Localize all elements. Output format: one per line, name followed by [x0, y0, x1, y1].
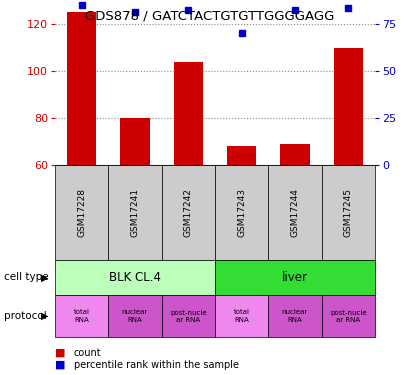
- Text: post-nucle
ar RNA: post-nucle ar RNA: [170, 309, 207, 322]
- Bar: [173, 62, 203, 165]
- Bar: [227, 146, 256, 165]
- Text: protocol: protocol: [4, 311, 47, 321]
- Text: GSM17228: GSM17228: [77, 188, 86, 237]
- Text: GSM17243: GSM17243: [237, 188, 246, 237]
- Text: ■: ■: [55, 348, 66, 358]
- Bar: [55, 165, 108, 260]
- Bar: [322, 295, 375, 337]
- Text: nuclear
RNA: nuclear RNA: [282, 309, 308, 322]
- Bar: [121, 118, 150, 165]
- Text: total
RNA: total RNA: [234, 309, 249, 322]
- Bar: [322, 165, 375, 260]
- Bar: [268, 295, 322, 337]
- Text: ▶: ▶: [41, 311, 48, 321]
- Bar: [55, 260, 215, 295]
- Text: GSM17242: GSM17242: [184, 188, 193, 237]
- Bar: [108, 165, 162, 260]
- Text: count: count: [74, 348, 102, 358]
- Bar: [67, 12, 96, 165]
- Text: liver: liver: [282, 271, 308, 284]
- Text: total
RNA: total RNA: [74, 309, 89, 322]
- Text: GDS878 / GATCTACTGTGTTGGGGAGG: GDS878 / GATCTACTGTGTTGGGGAGG: [85, 9, 335, 22]
- Bar: [215, 165, 268, 260]
- Bar: [333, 48, 363, 165]
- Text: nuclear
RNA: nuclear RNA: [122, 309, 148, 322]
- Bar: [162, 295, 215, 337]
- Bar: [215, 295, 268, 337]
- Text: cell type: cell type: [4, 273, 49, 282]
- Bar: [215, 260, 375, 295]
- Text: percentile rank within the sample: percentile rank within the sample: [74, 360, 239, 370]
- Text: BLK CL.4: BLK CL.4: [109, 271, 161, 284]
- Bar: [268, 165, 322, 260]
- Text: ▶: ▶: [41, 273, 48, 282]
- Text: GSM17241: GSM17241: [131, 188, 139, 237]
- Bar: [162, 165, 215, 260]
- Text: GSM17245: GSM17245: [344, 188, 353, 237]
- Bar: [280, 144, 310, 165]
- Bar: [108, 295, 162, 337]
- Text: post-nucle
ar RNA: post-nucle ar RNA: [330, 309, 367, 322]
- Bar: [55, 295, 108, 337]
- Text: GSM17244: GSM17244: [291, 188, 299, 237]
- Text: ■: ■: [55, 360, 66, 370]
